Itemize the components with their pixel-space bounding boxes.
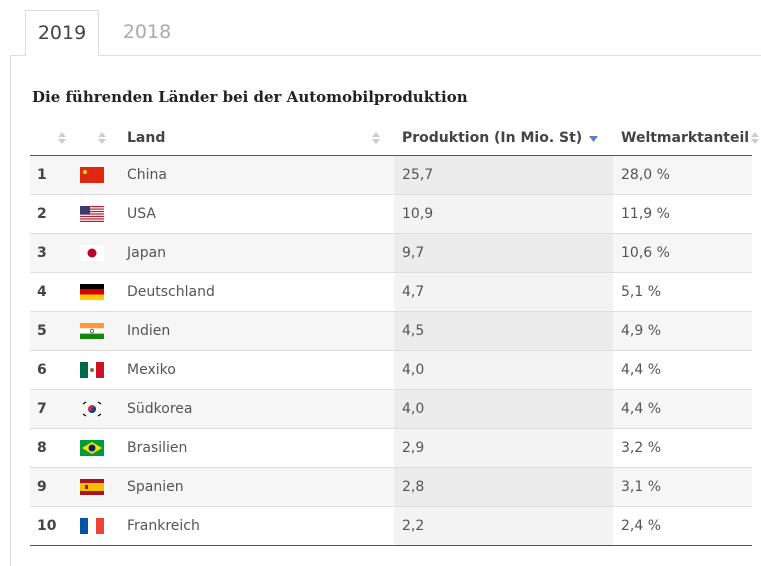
production-cell: 2,9: [394, 428, 613, 468]
sort-icon: [372, 132, 380, 144]
flag-cell: [70, 428, 118, 468]
production-cell: 4,0: [394, 389, 613, 429]
share-cell: 4,4 %: [613, 350, 752, 390]
flag-cell: [70, 194, 118, 234]
header-label: Land: [127, 129, 166, 146]
panel: [10, 55, 761, 566]
flag-icon: [80, 206, 104, 222]
table-row: 7 Südkorea 4,0 4,4 %: [30, 389, 752, 429]
table-row: 5 Indien 4,5 4,9 %: [30, 311, 752, 351]
share-cell: 5,1 %: [613, 272, 752, 312]
production-cell: 9,7: [394, 233, 613, 273]
flag-icon: [80, 479, 104, 495]
table-row: 1 China 25,7 28,0 %: [30, 155, 752, 195]
share-cell: 3,1 %: [613, 467, 752, 507]
share-cell: 4,4 %: [613, 389, 752, 429]
production-cell: 4,5: [394, 311, 613, 351]
flag-cell: [70, 311, 118, 351]
header-label: Produktion (In Mio. St): [402, 129, 583, 146]
table-row: 6 Mexiko 4,0 4,4 %: [30, 350, 752, 390]
country-cell: Deutschland: [118, 272, 394, 312]
flag-icon: [80, 518, 104, 534]
table-row: 4 Deutschland 4,7 5,1 %: [30, 272, 752, 312]
table-row: 3 Japan 9,7 10,6 %: [30, 233, 752, 273]
production-cell: 2,2: [394, 506, 613, 546]
header-cell[interactable]: Weltmarktanteil: [613, 120, 759, 156]
rank-cell: 1: [30, 155, 70, 195]
table-row: 9 Spanien 2,8 3,1 %: [30, 467, 752, 507]
table-row: 2 USA 10,9 11,9 %: [30, 194, 752, 234]
flag-cell: [70, 350, 118, 390]
country-cell: Spanien: [118, 467, 394, 507]
flag-icon: [80, 323, 104, 339]
production-cell: 25,7: [394, 155, 613, 195]
country-cell: China: [118, 155, 394, 195]
header-cell[interactable]: Land: [118, 120, 394, 156]
production-cell: 4,0: [394, 350, 613, 390]
tab[interactable]: 2018: [122, 21, 172, 43]
production-cell: 10,9: [394, 194, 613, 234]
flag-icon: [80, 440, 104, 456]
country-cell: Südkorea: [118, 389, 394, 429]
flag-icon: [80, 362, 104, 378]
rank-cell: 3: [30, 233, 70, 273]
flag-cell: [70, 233, 118, 273]
flag-cell: [70, 467, 118, 507]
rank-cell: 2: [30, 194, 70, 234]
country-cell: Indien: [118, 311, 394, 351]
share-cell: 10,6 %: [613, 233, 752, 273]
sort-icon: [589, 136, 598, 142]
sort-icon: [98, 132, 106, 144]
rank-cell: 10: [30, 506, 70, 546]
share-cell: 4,9 %: [613, 311, 752, 351]
rank-cell: 8: [30, 428, 70, 468]
share-cell: 28,0 %: [613, 155, 752, 195]
header-cell[interactable]: [30, 120, 70, 156]
header-label: Weltmarktanteil: [621, 129, 750, 146]
share-cell: 11,9 %: [613, 194, 752, 234]
production-cell: 2,8: [394, 467, 613, 507]
rank-cell: 6: [30, 350, 70, 390]
rank-cell: 5: [30, 311, 70, 351]
flag-cell: [70, 389, 118, 429]
share-cell: 3,2 %: [613, 428, 752, 468]
country-cell: Japan: [118, 233, 394, 273]
country-cell: USA: [118, 194, 394, 234]
rank-cell: 4: [30, 272, 70, 312]
sort-icon: [751, 132, 759, 144]
share-cell: 2,4 %: [613, 506, 752, 546]
country-cell: Brasilien: [118, 428, 394, 468]
table-title: Die führenden Länder bei der Automobilpr…: [32, 88, 468, 106]
tab[interactable]: 2019: [25, 10, 99, 57]
country-cell: Frankreich: [118, 506, 394, 546]
flag-cell: [70, 272, 118, 312]
header-row: Land Produktion (In Mio. St) Weltmarktan…: [30, 120, 759, 156]
table: Land Produktion (In Mio. St) Weltmarktan…: [30, 120, 759, 546]
country-cell: Mexiko: [118, 350, 394, 390]
flag-icon: [80, 245, 104, 261]
flag-icon: [80, 284, 104, 300]
production-cell: 4,7: [394, 272, 613, 312]
flag-icon: [80, 167, 104, 183]
flag-cell: [70, 155, 118, 195]
table-row: 10 Frankreich 2,2 2,4 %: [30, 506, 752, 546]
sort-icon: [58, 132, 66, 144]
rank-cell: 9: [30, 467, 70, 507]
table-row: 8 Brasilien 2,9 3,2 %: [30, 428, 752, 468]
flag-cell: [70, 506, 118, 546]
rank-cell: 7: [30, 389, 70, 429]
header-cell[interactable]: [70, 120, 118, 156]
header-cell[interactable]: Produktion (In Mio. St): [394, 120, 613, 156]
flag-icon: [80, 401, 104, 417]
